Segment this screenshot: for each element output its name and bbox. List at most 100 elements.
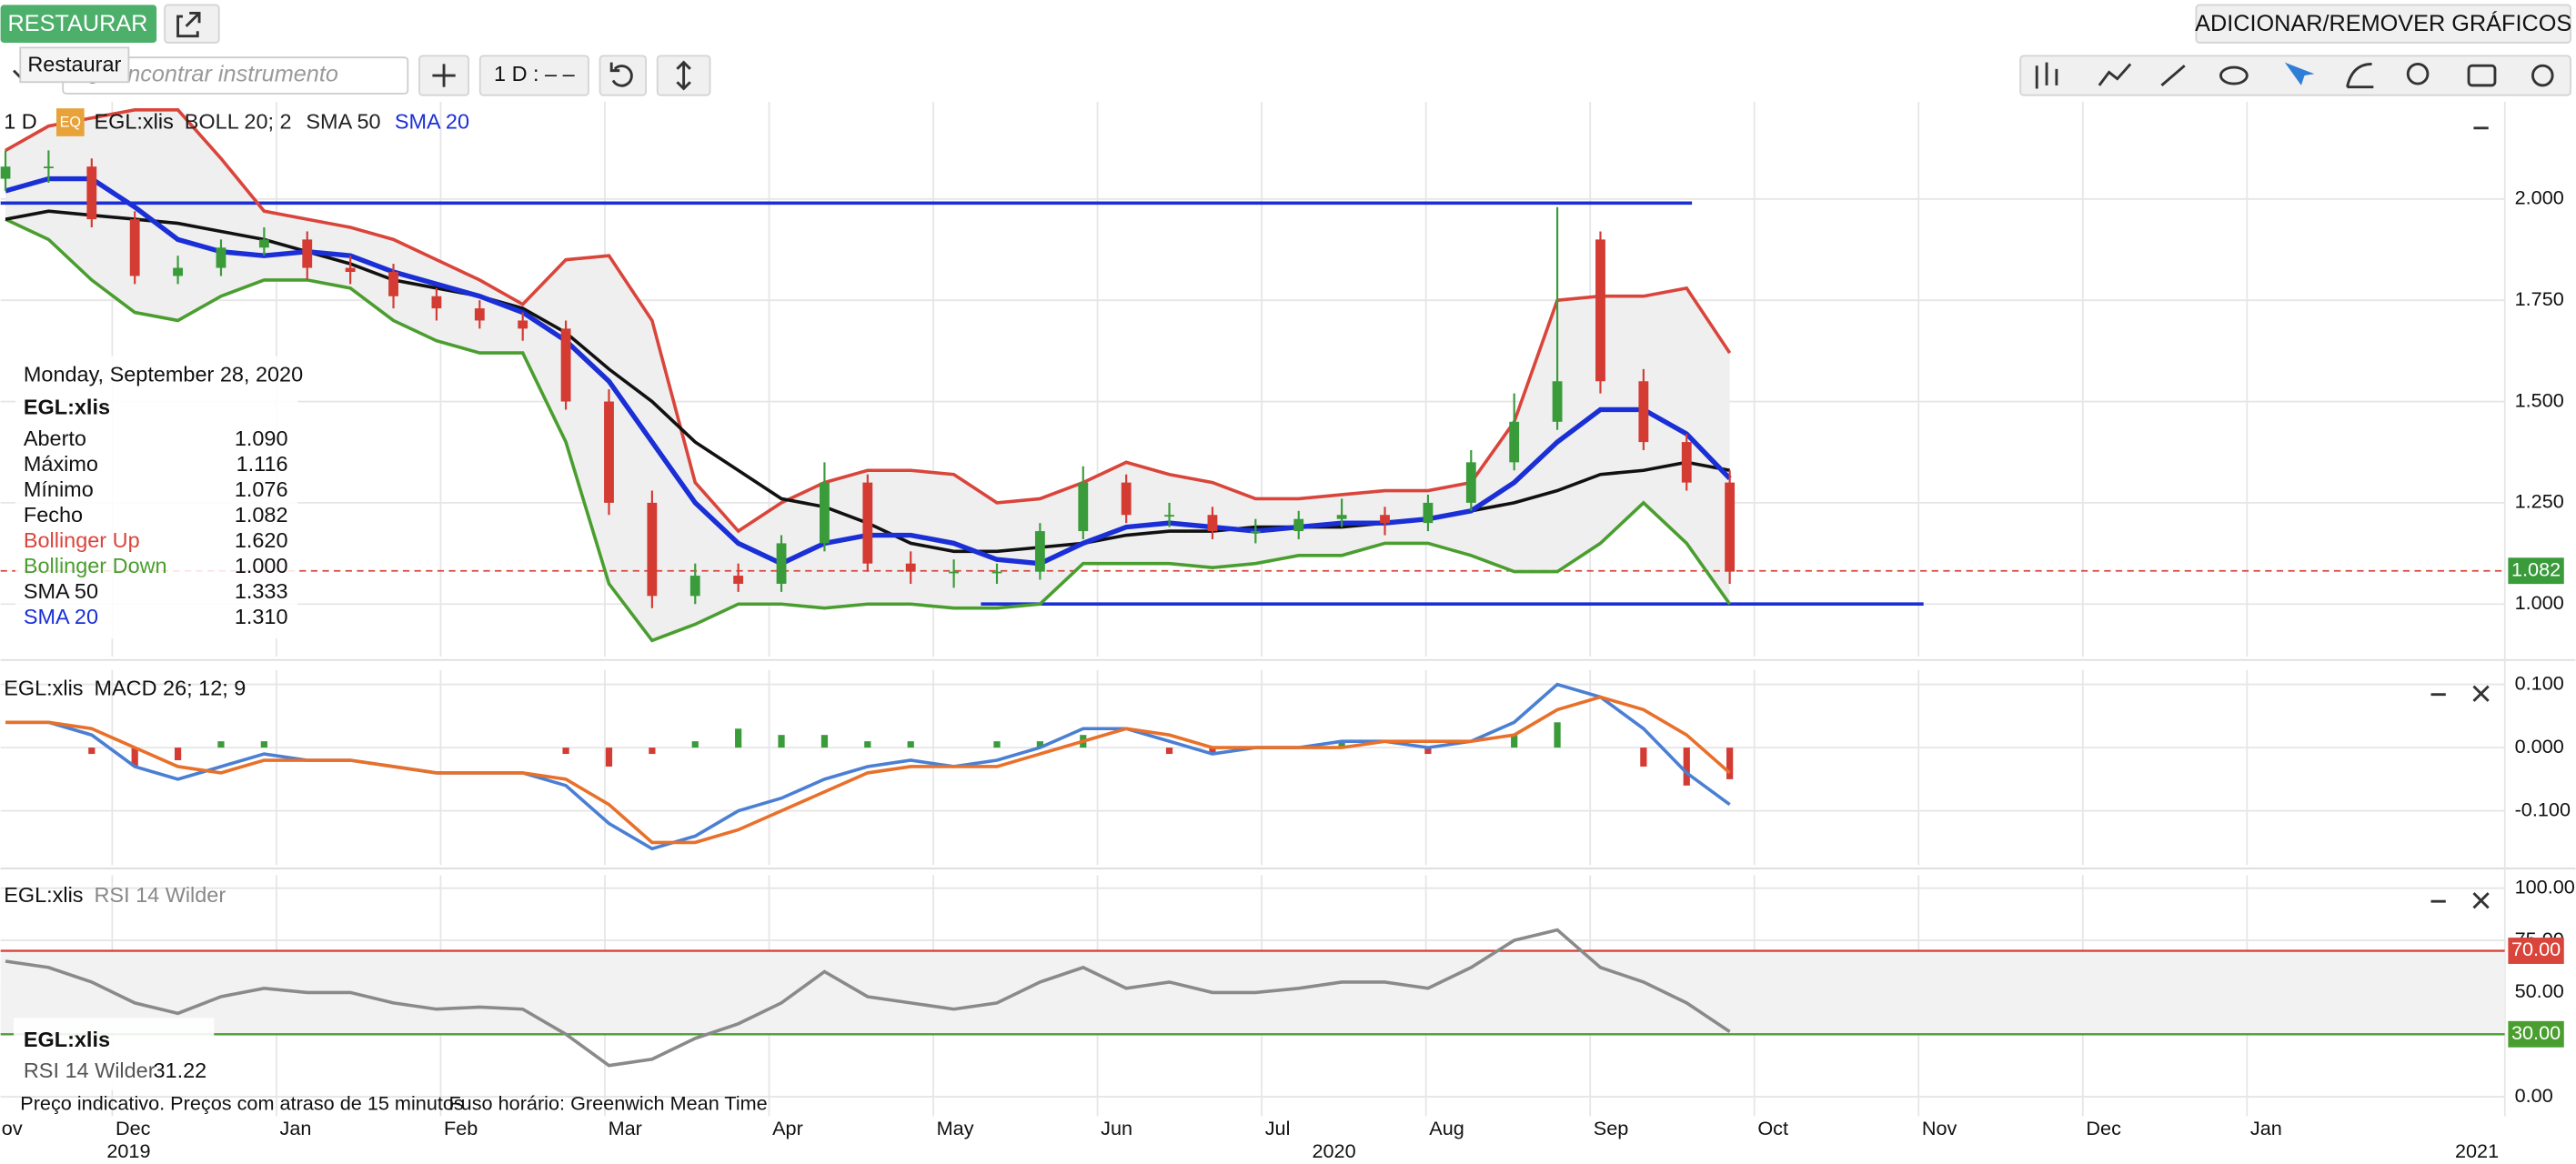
x-tick-label: Jul <box>1265 1117 1291 1139</box>
histogram-bar <box>174 748 182 761</box>
add-remove-button[interactable] <box>2195 4 2571 44</box>
x-tick-label: Sep <box>1594 1117 1629 1139</box>
y-tick-label: 2.000 <box>2515 186 2564 209</box>
line-tool[interactable] <box>2160 65 2186 86</box>
y-tick-label: 1.750 <box>2515 287 2564 310</box>
candle-body <box>1121 482 1132 516</box>
candle-body <box>905 563 916 572</box>
x-tick-label: Nov <box>0 1117 23 1139</box>
indicator-line <box>5 217 1732 643</box>
x-tick-label: Nov <box>1922 1117 1957 1139</box>
pointer-tool[interactable] <box>2284 62 2315 85</box>
indicator-tool[interactable] <box>2098 63 2132 86</box>
tooltip-row-label: Aberto <box>24 426 86 450</box>
candle-body <box>1638 381 1649 443</box>
settings-tool[interactable] <box>2531 64 2554 87</box>
tooltip-row-value: 1.310 <box>235 605 288 628</box>
tooltip-row-value: 1.076 <box>235 477 288 501</box>
rsi-indicator: RSI 14 Wilder <box>95 883 226 907</box>
candle-body <box>388 272 398 296</box>
price-tooltip: Monday, September 28, 2020 EGL:xlis Aber… <box>15 356 303 639</box>
restore-tooltip-box <box>19 46 130 84</box>
rsi-tooltip-value: 31.22 <box>153 1059 206 1082</box>
tooltip-row-value: 1.620 <box>235 528 288 552</box>
camera-tool[interactable] <box>2467 64 2497 87</box>
candle-body <box>560 328 571 402</box>
legend-entry: SMA 50 <box>306 110 380 134</box>
candle-body <box>474 308 485 321</box>
y-tick-label: 100.00 <box>2515 875 2575 898</box>
delay-note: Preço indicativo. Preços com atraso de 1… <box>20 1092 464 1115</box>
candle-body <box>991 571 1002 574</box>
interval-legend: 1 D <box>4 110 37 134</box>
tooltip-box <box>15 356 298 639</box>
plot-area: 1.000 1.250 1.500 1.750 2.000 1.082 -0.100 0.00… <box>0 101 2575 1162</box>
candle-tool[interactable] <box>2035 62 2058 89</box>
instrument-legend: EGL:xlis <box>95 110 174 134</box>
x-tick-label: Mar <box>609 1117 642 1139</box>
eye-tool[interactable] <box>2219 65 2249 85</box>
undo-button[interactable] <box>599 55 648 96</box>
tooltip-row-label: Máximo <box>24 452 98 476</box>
candle-body <box>820 482 830 544</box>
candle-body <box>1681 442 1692 483</box>
histogram-bar <box>649 748 656 755</box>
tooltip-instrument: EGL:xlis <box>24 396 110 419</box>
tooltip-row-value: 1.116 <box>236 452 288 476</box>
histogram-bar <box>1683 748 1690 786</box>
candle-body <box>862 482 873 564</box>
candle-body <box>1034 531 1045 572</box>
undo-icon <box>609 62 633 87</box>
candle-body <box>86 166 97 220</box>
y-tick-label: 0.100 <box>2515 671 2564 694</box>
tool-icons <box>2019 55 2571 96</box>
histogram-bar <box>778 735 785 748</box>
tooltip-row-value: 1.333 <box>235 579 288 603</box>
close-macd[interactable] <box>2472 685 2490 702</box>
level-label: 30.00 <box>2511 1021 2561 1044</box>
restore-button[interactable] <box>0 5 157 43</box>
histogram-bar <box>993 741 1001 748</box>
x-tick-label: Feb <box>444 1117 478 1139</box>
legend-entry: SMA 20 <box>395 110 469 134</box>
candle-body <box>1207 515 1218 532</box>
histogram-bar <box>1165 748 1173 755</box>
last-price-badge <box>2508 557 2564 585</box>
histogram-bar <box>562 748 569 755</box>
histogram-bar <box>1554 722 1561 748</box>
x-tick-label: Jan <box>2250 1117 2282 1139</box>
histogram-bar <box>131 748 138 767</box>
histogram-bar <box>1338 741 1345 748</box>
y-tick-label: 1.500 <box>2515 388 2564 411</box>
add-remove-label: ADICIONAR/REMOVER GRÁFICOS <box>2195 10 2571 36</box>
year-label: 2020 <box>1312 1139 1355 1162</box>
restore-label: RESTAURAR <box>7 11 147 36</box>
candle-body <box>1293 518 1304 532</box>
candle-body <box>1725 482 1736 572</box>
candle-body <box>1164 515 1174 517</box>
macd-indicator: MACD 26; 12; 9 <box>95 676 247 699</box>
candle-body <box>733 576 744 584</box>
fib-tool[interactable] <box>2346 62 2374 89</box>
panel <box>0 875 2505 1117</box>
candle-body <box>345 267 356 273</box>
zoom-tool[interactable] <box>2406 62 2430 85</box>
level-badge <box>2508 1020 2564 1048</box>
interval-button[interactable] <box>478 55 589 96</box>
close-rsi[interactable] <box>2472 892 2490 909</box>
candle-body <box>604 401 614 503</box>
x-tick-label: Dec <box>2086 1117 2121 1139</box>
x-tick-label: Jun <box>1101 1117 1132 1139</box>
restore-tooltip: Restaurar <box>27 52 121 75</box>
legend-entry: BOLL 20; 2 <box>185 110 292 134</box>
histogram-bar <box>1511 735 1518 748</box>
candle-body <box>518 320 528 329</box>
tooltip-row-label: Bollinger Up <box>24 528 140 552</box>
panel <box>0 669 2505 866</box>
year-label: 2019 <box>106 1139 150 1162</box>
candle-body <box>1595 239 1605 382</box>
histogram-bar <box>907 741 914 748</box>
candle-body <box>173 267 183 276</box>
histogram-bar <box>1640 748 1647 767</box>
